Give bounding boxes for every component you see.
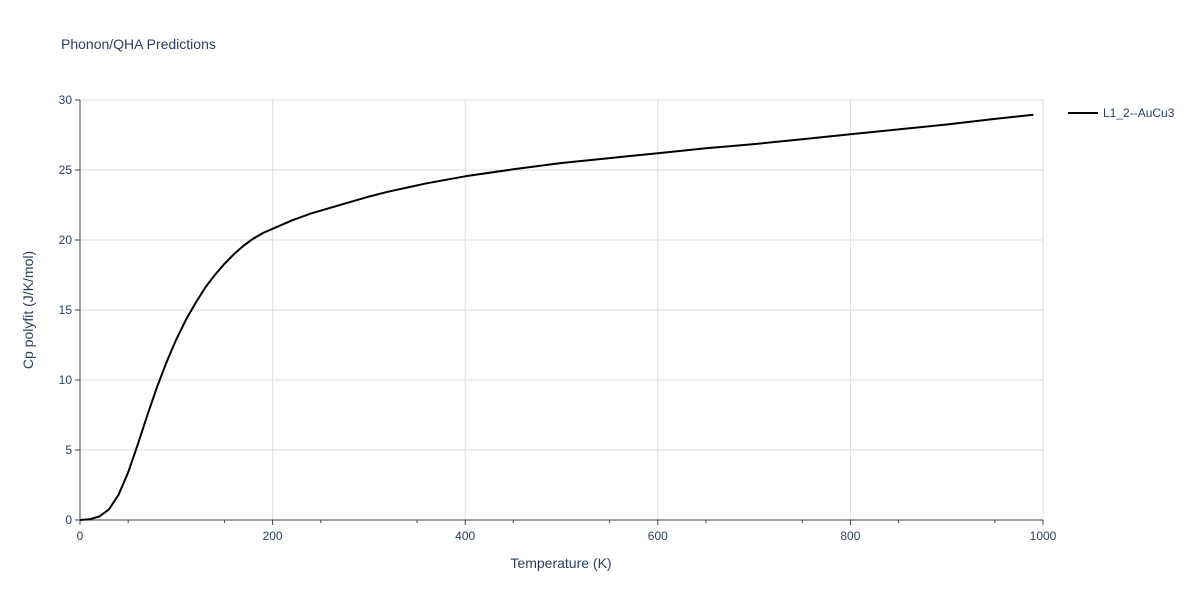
x-tick-label: 200 xyxy=(263,529,283,543)
y-tick-labels: 0 5 10 15 20 25 30 xyxy=(59,93,73,527)
y-axis-label: Cp polyfit (J/K/mol) xyxy=(20,251,36,369)
y-tick-label: 0 xyxy=(65,513,72,527)
chart-title: Phonon/QHA Predictions xyxy=(61,36,216,52)
series-layer xyxy=(79,113,1034,521)
y-tick-label: 10 xyxy=(59,373,73,387)
x-tick-label: 800 xyxy=(840,529,860,543)
y-tick-label: 30 xyxy=(59,93,73,107)
y-tick-label: 25 xyxy=(59,163,73,177)
x-axis-label: Temperature (K) xyxy=(510,555,611,571)
y-tick-label: 20 xyxy=(59,233,73,247)
y-grid xyxy=(80,99,1043,451)
y-tick-label: 15 xyxy=(59,303,73,317)
legend-swatch xyxy=(1068,112,1098,114)
series-line-0 xyxy=(79,113,1034,521)
x-tick-labels: 0 200 400 600 800 1000 xyxy=(77,529,1057,543)
legend[interactable]: L1_2--AuCu3 xyxy=(1068,106,1174,120)
x-tick-label: 0 xyxy=(77,529,84,543)
x-tick-label: 1000 xyxy=(1030,529,1057,543)
y-tick-label: 5 xyxy=(65,443,72,457)
legend-label: L1_2--AuCu3 xyxy=(1103,106,1175,120)
x-tick-label: 400 xyxy=(455,529,475,543)
x-tick-label: 600 xyxy=(648,529,668,543)
axes xyxy=(75,99,1044,525)
